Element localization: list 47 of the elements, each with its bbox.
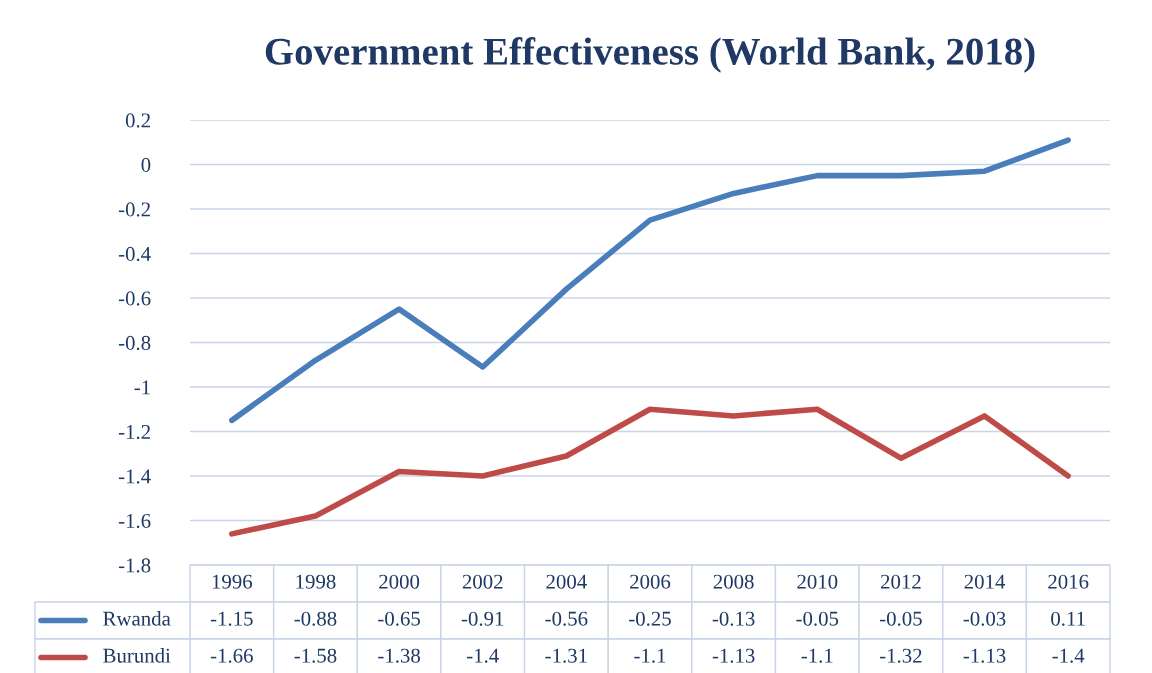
data-label: -0.91 [461,611,504,626]
data-label: -1.15 [210,611,253,626]
y-tick-label: -0.2 [118,202,150,217]
data-label: -0.88 [294,611,337,626]
y-tick-label: -1 [134,380,150,395]
data-label: -1.13 [712,648,755,663]
y-tick-label: -0.4 [118,246,151,262]
data-label: -0.03 [963,611,1006,626]
data-label: -0.05 [879,611,922,626]
x-tick-label: 2016 [1048,574,1089,589]
legend-label: Rwanda [103,611,171,626]
data-label: -1.58 [294,648,337,663]
y-tick-label: -1.4 [118,469,151,484]
data-label: -0.65 [378,611,420,626]
data-label: -0.56 [545,611,588,626]
data-label: -1.1 [634,648,666,663]
x-tick-label: 1998 [296,574,336,589]
data-label: -1.1 [801,648,833,663]
y-tick-label: -1.2 [118,424,150,440]
data-label: -1.38 [378,648,420,663]
x-tick-label: 2010 [797,574,838,589]
chart-title: Government Effectiveness (World Bank, 2018) [265,37,1035,73]
x-tick-label: 1996 [212,574,253,589]
y-tick-label: 0 [141,157,151,172]
data-label: 0.11 [1051,611,1085,626]
data-label: -0.05 [796,611,839,626]
x-tick-label: 2008 [713,574,754,589]
x-tick-label: 2012 [880,574,921,589]
y-tick-label: -0.8 [118,335,151,351]
data-label: -1.31 [545,648,587,663]
y-tick-label: -0.6 [118,291,151,306]
x-tick-label: 2004 [546,574,587,589]
x-tick-label: 2014 [964,574,1006,589]
data-label: -1.13 [963,648,1006,663]
y-tick-label: -1.8 [118,558,151,573]
y-tick-label: -1.6 [118,513,151,529]
legend-label: Burundi [103,648,171,663]
y-tick-label: 0.2 [125,113,150,128]
x-tick-label: 2000 [379,574,420,589]
x-tick-label: 2002 [462,574,503,589]
data-label: -0.25 [629,611,671,626]
data-label: -1.4 [467,648,499,663]
data-label: -1.66 [210,648,253,663]
data-label: -1.4 [1052,648,1085,663]
x-tick-label: 2006 [630,574,671,589]
data-label: -0.13 [712,611,755,626]
data-label: -1.32 [879,648,922,663]
